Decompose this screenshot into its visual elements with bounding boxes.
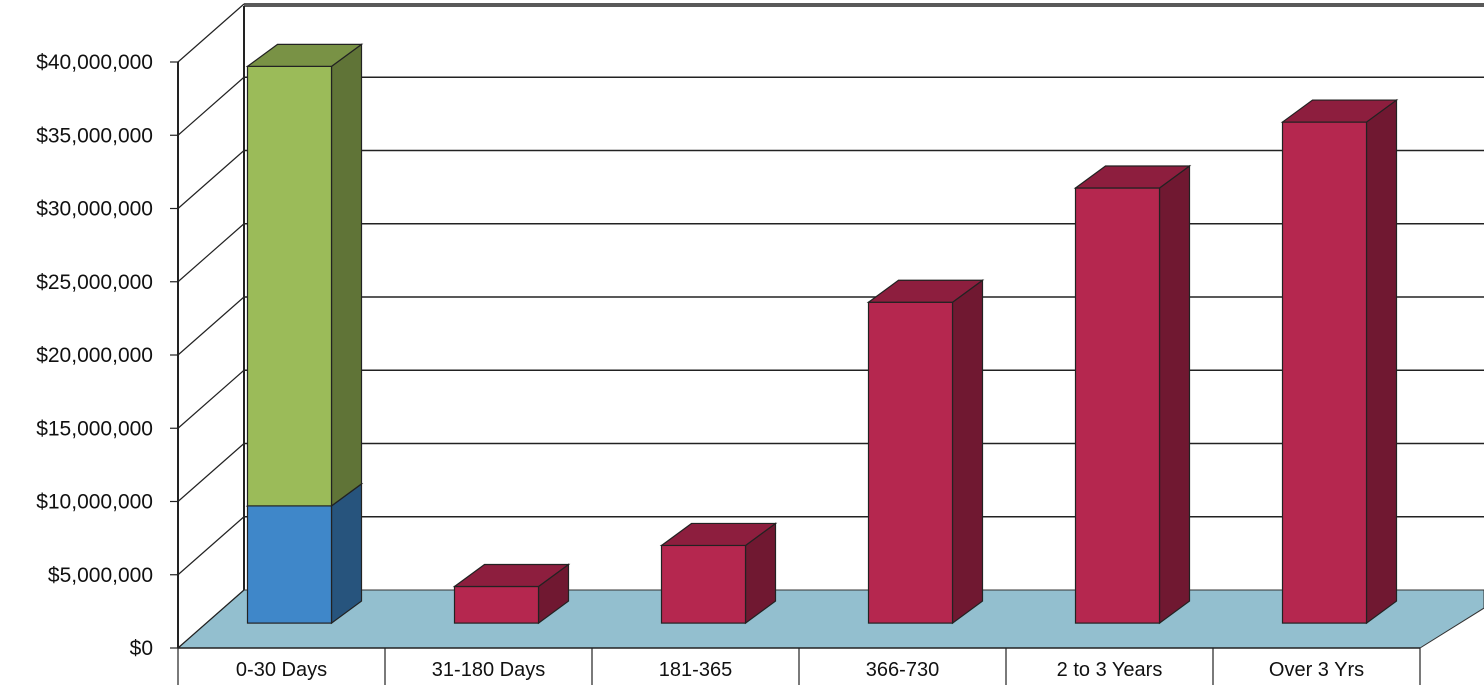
side-wall-gridline (177, 3, 245, 63)
side-wall-gridline (177, 369, 245, 429)
side-wall-gridline (177, 296, 245, 356)
bar-top-face (866, 279, 985, 303)
bar-top-face (1073, 165, 1192, 189)
bar-side-face (1158, 164, 1191, 625)
bar-side-face (1365, 98, 1398, 625)
side-wall-gridline (177, 589, 245, 649)
side-wall-gridline (177, 76, 245, 136)
bar-front-face (246, 505, 333, 624)
bar-top-face (452, 563, 571, 588)
bar-front-face (660, 544, 747, 624)
bar (1073, 164, 1192, 625)
y-tick-label: $25,000,000 (36, 271, 153, 294)
y-tick-label: $20,000,000 (36, 344, 153, 367)
bar-front-face (867, 301, 954, 624)
x-tick-label: Over 3 Yrs (1269, 659, 1364, 681)
bar-front-face (246, 65, 333, 507)
x-tick-label: 2 to 3 Years (1057, 659, 1163, 681)
bar (452, 563, 571, 625)
y-tick-label: $0 (130, 637, 153, 660)
bar-front-face (453, 585, 540, 624)
y-tick-label: $15,000,000 (36, 417, 153, 440)
bar-front-face (1281, 121, 1368, 624)
y-tick-label: $10,000,000 (36, 491, 153, 514)
bar-side-face (330, 43, 363, 508)
gridlines (177, 3, 1484, 649)
bar (659, 522, 778, 625)
x-axis: 0-30 Days 31-180 Days 181-365 366-730 2 to 3… (177, 648, 1421, 685)
side-wall-gridline (177, 223, 245, 283)
y-tick-label: $5,000,000 (48, 564, 153, 587)
x-tick-label: 181-365 (659, 659, 732, 681)
side-wall-gridline (177, 443, 245, 502)
y-tick-label: $30,000,000 (36, 198, 153, 221)
y-tick-label: $40,000,000 (36, 51, 153, 74)
bar (245, 43, 364, 508)
side-wall-gridline (177, 516, 245, 576)
side-wall-gridline (177, 150, 245, 209)
y-tick-label: $35,000,000 (36, 124, 153, 147)
bars (245, 43, 1399, 625)
bar-side-face (951, 279, 984, 625)
bar-side-face (330, 482, 363, 625)
bar (866, 279, 985, 625)
bar-top-face (1280, 99, 1399, 123)
x-tick-label: 31-180 Days (432, 659, 545, 681)
bar-top-face (659, 522, 778, 547)
x-tick-label: 366-730 (866, 659, 939, 681)
bar (1280, 98, 1399, 625)
bar-front-face (1074, 187, 1161, 624)
x-tick-label: 0-30 Days (236, 659, 327, 681)
y-axis-tick-labels: $0 $5,000,000 $10,000,000 $15,000,000 $20,00… (36, 51, 178, 660)
bar-top-face (245, 43, 364, 68)
